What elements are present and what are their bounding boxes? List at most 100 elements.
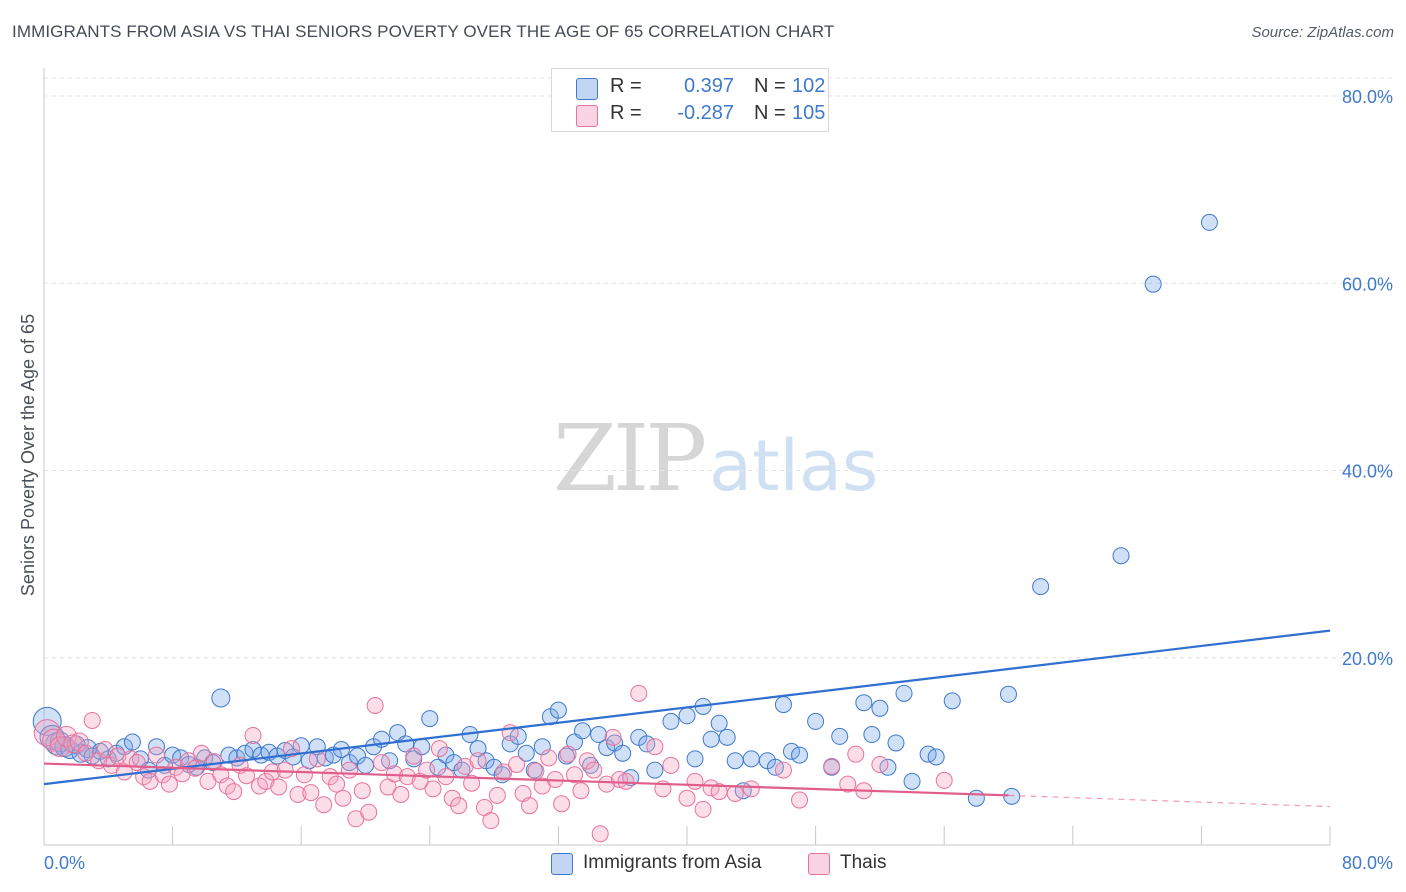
- trend-line-thais-extension: [1008, 794, 1331, 808]
- y-tick-label: 80.0%: [1342, 87, 1393, 107]
- point-thais: [585, 761, 603, 779]
- point-thais: [49, 736, 71, 758]
- bottom-legend-label: Immigrants from Asia: [583, 852, 762, 873]
- point-immigrants-from-asia: [421, 710, 439, 728]
- point-thais: [742, 780, 760, 798]
- point-thais: [847, 745, 865, 763]
- bottom-legend-swatch-pink: [808, 853, 830, 875]
- point-thais: [225, 783, 243, 801]
- point-thais: [463, 774, 481, 792]
- point-thais: [450, 797, 468, 815]
- point-thais: [276, 761, 294, 779]
- point-thais: [726, 785, 744, 803]
- point-immigrants-from-asia: [863, 726, 881, 744]
- point-thais: [270, 778, 288, 796]
- point-thais: [823, 757, 841, 775]
- point-thais: [295, 766, 313, 784]
- point-thais: [553, 795, 571, 813]
- point-immigrants-from-asia: [718, 728, 736, 746]
- point-immigrants-from-asia: [517, 744, 535, 762]
- bottom-legend-swatch-blue: [551, 853, 573, 875]
- point-immigrants-from-asia: [807, 712, 825, 730]
- point-thais: [283, 740, 301, 758]
- legend-swatch-blue: [576, 78, 598, 100]
- point-immigrants-from-asia: [782, 742, 800, 760]
- point-thais: [604, 728, 622, 746]
- watermark-zip: ZIP: [553, 405, 707, 512]
- point-thais: [418, 761, 436, 779]
- legend-r-label: R =: [610, 75, 642, 97]
- bottom-legend-label: Thais: [840, 852, 887, 873]
- point-thais: [598, 775, 616, 793]
- point-immigrants-from-asia: [895, 684, 913, 702]
- point-thais: [328, 775, 346, 793]
- y-axis-label: Seniors Poverty Over the Age of 65: [18, 314, 38, 596]
- point-thais: [56, 725, 78, 747]
- point-immigrants-from-asia: [123, 733, 141, 751]
- point-thais: [366, 696, 384, 714]
- point-thais: [315, 796, 333, 814]
- point-thais: [77, 744, 95, 762]
- point-thais: [160, 775, 178, 793]
- point-immigrants-from-asia: [469, 740, 487, 758]
- point-thais: [488, 786, 506, 804]
- watermark-atlas: atlas: [709, 425, 879, 507]
- point-immigrants-from-asia: [927, 748, 945, 766]
- point-thais: [353, 782, 371, 800]
- point-thais: [63, 734, 83, 754]
- stats-legend: R = 0.397 N = 102 R = -0.287 N = 105: [551, 68, 829, 132]
- point-thais: [469, 752, 487, 770]
- trend-lines: [43, 629, 1331, 808]
- series-thais-points: [33, 684, 953, 843]
- point-thais: [662, 756, 680, 774]
- point-thais: [360, 803, 378, 821]
- point-immigrants-from-asia: [1000, 685, 1017, 703]
- point-immigrants-from-asia: [855, 694, 873, 712]
- point-immigrants-from-asia: [1032, 578, 1050, 596]
- point-thais: [334, 789, 352, 807]
- point-immigrants-from-asia: [590, 726, 608, 744]
- series-immigrants-from-asia-points: [32, 213, 1218, 807]
- legend-r-value: 0.397: [683, 75, 734, 97]
- point-thais: [565, 766, 583, 784]
- legend-r-value: -0.287: [677, 102, 734, 124]
- point-thais: [69, 732, 89, 752]
- point-thais: [392, 785, 410, 803]
- tick-labels: 20.0% 40.0% 60.0% 80.0% 0.0% 80.0%: [44, 87, 1393, 873]
- point-thais: [559, 745, 577, 763]
- trend-line-thais: [43, 762, 1009, 797]
- point-thais: [302, 784, 320, 802]
- point-immigrants-from-asia: [646, 761, 664, 779]
- point-thais: [430, 740, 448, 758]
- point-immigrants-from-asia: [710, 714, 728, 732]
- chart-title: IMMIGRANTS FROM ASIA VS THAI SENIORS POV…: [12, 22, 835, 41]
- point-thais: [646, 738, 664, 756]
- point-immigrants-from-asia: [686, 750, 704, 768]
- legend-r-label: R =: [610, 102, 642, 124]
- point-thais: [424, 780, 442, 798]
- point-thais: [508, 755, 526, 773]
- point-thais: [456, 757, 474, 775]
- point-thais: [405, 747, 423, 765]
- point-immigrants-from-asia: [774, 696, 792, 714]
- legend-n-value: 102: [792, 75, 826, 97]
- point-thais: [774, 761, 792, 779]
- legend-n-label: N =: [754, 102, 786, 124]
- point-thais: [678, 789, 696, 807]
- point-immigrants-from-asia: [574, 722, 592, 740]
- grid-lines: [44, 77, 1393, 659]
- point-immigrants-from-asia: [211, 688, 231, 708]
- source-label: Source: ZipAtlas.com: [1251, 24, 1394, 41]
- point-immigrants-from-asia: [967, 789, 985, 807]
- y-tick-label: 60.0%: [1342, 274, 1393, 294]
- point-immigrants-from-asia: [525, 761, 543, 779]
- y-tick-label: 20.0%: [1342, 649, 1393, 669]
- point-immigrants-from-asia: [77, 739, 97, 759]
- point-immigrants-from-asia: [662, 712, 680, 730]
- point-thais: [540, 749, 558, 767]
- point-immigrants-from-asia: [1112, 547, 1130, 565]
- point-thais: [839, 775, 857, 793]
- point-thais: [373, 754, 391, 772]
- axes: [43, 68, 1331, 846]
- point-immigrants-from-asia: [1144, 275, 1162, 293]
